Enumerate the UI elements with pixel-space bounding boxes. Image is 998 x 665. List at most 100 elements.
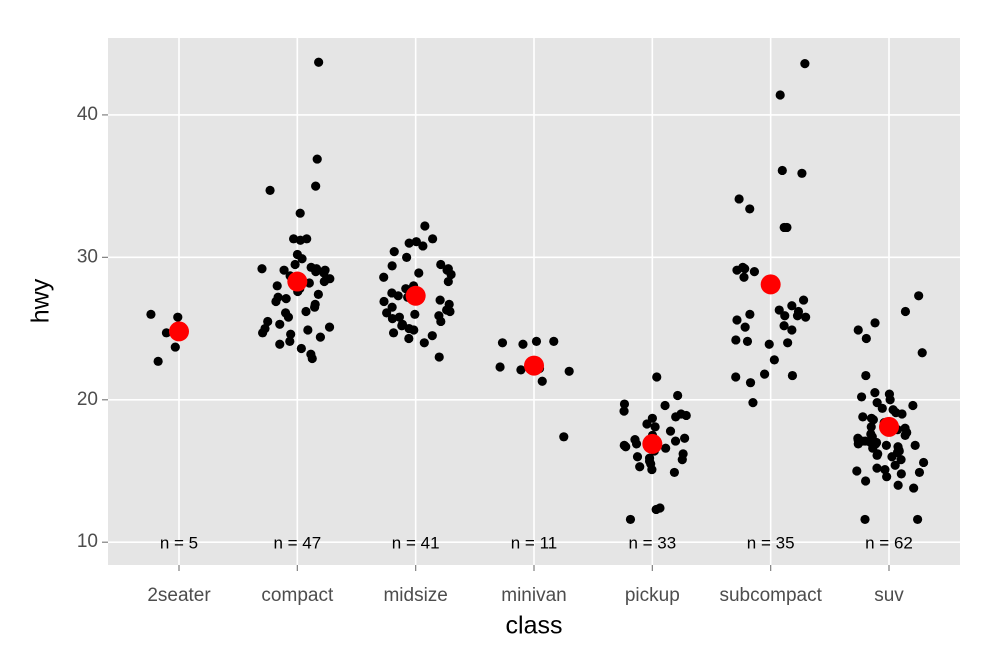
point [798,295,809,305]
x-tick-label: compact [261,585,334,606]
y-tick-label: 40 [77,104,98,125]
point [800,59,810,69]
point [319,276,329,287]
point [734,194,744,204]
point [861,370,871,381]
point [518,339,528,349]
x-axis-title: class [506,612,563,640]
point [404,333,414,344]
point [775,90,785,100]
x-tick-label: pickup [625,585,680,606]
point [161,328,172,338]
point [885,395,895,405]
point [759,369,770,379]
point [749,266,760,277]
point [650,422,660,432]
point [866,422,876,432]
mean-point [405,285,426,306]
point [419,338,429,348]
point [853,325,863,335]
count-label: n = 5 [160,533,198,552]
point [409,325,419,335]
point [286,329,296,339]
point [670,436,681,446]
point [896,469,906,479]
point [732,315,742,325]
point [647,464,657,475]
point [516,365,526,375]
point [404,238,414,248]
point [914,467,925,478]
point [170,342,180,352]
mean-point [524,355,544,376]
point [783,338,793,348]
point [681,410,691,421]
point [428,234,438,244]
point [780,311,790,321]
point [896,455,906,465]
point [307,353,317,364]
point [856,392,867,402]
point [890,460,900,470]
point [897,409,907,419]
point [414,268,424,278]
point [495,362,505,372]
point [853,439,863,449]
point [257,264,267,274]
point [619,406,629,416]
point [394,312,404,322]
point [774,305,784,315]
point [900,430,910,440]
point [893,480,903,490]
point [872,450,882,460]
point [301,306,311,317]
point [861,333,871,344]
point [397,321,407,331]
point [427,331,437,341]
y-tick-label: 30 [77,246,98,267]
point [647,413,657,423]
point [661,443,671,453]
point [665,426,676,436]
point [313,289,323,299]
point [868,415,878,425]
point [382,308,392,318]
point [445,306,455,317]
point [311,266,321,277]
point [882,472,892,482]
point [860,476,871,486]
point [420,221,430,231]
point [283,312,294,322]
point [173,312,183,322]
point [852,466,862,476]
point [549,336,559,346]
count-label: n = 35 [747,533,795,552]
point [279,265,289,275]
point [745,309,755,319]
point [271,296,281,307]
point [740,264,750,274]
point [632,452,643,462]
x-tick-label: minivan [501,585,566,606]
point [801,312,811,322]
point [411,237,421,247]
point [379,296,389,307]
point [410,309,420,319]
point [642,419,652,429]
point [631,439,642,449]
point [918,457,929,468]
point [446,269,456,280]
point [787,325,797,335]
point [677,455,687,465]
point [792,311,803,321]
point [275,339,285,349]
point [673,390,683,401]
point [740,322,750,332]
point [680,433,690,443]
point [625,514,636,525]
point [731,372,741,382]
point [764,339,774,349]
point [635,462,645,472]
point [908,400,918,411]
y-tick-label: 20 [77,389,98,410]
